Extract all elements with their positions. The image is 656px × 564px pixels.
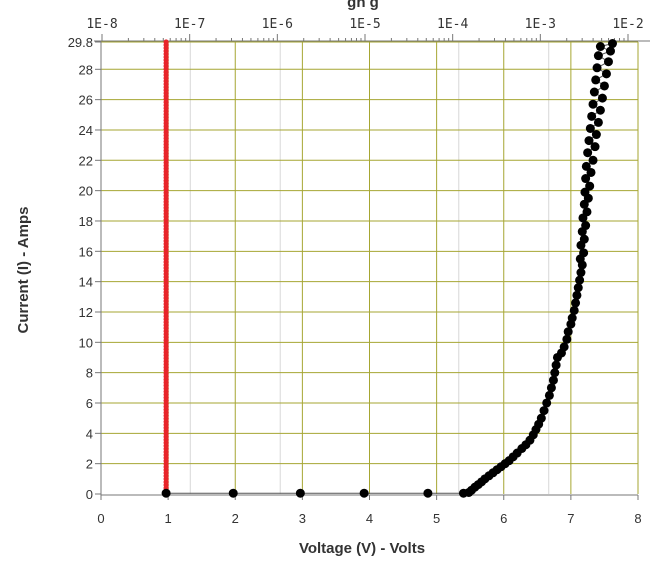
top-tick-label-5: 1E-3 [525, 17, 556, 32]
black-series-point-75 [599, 81, 609, 91]
x-tick-label-6: 6 [500, 511, 507, 526]
x-axis-title: Voltage (V) - Volts [299, 540, 425, 557]
black-series-point-26 [536, 413, 546, 423]
black-series-point-27 [539, 406, 549, 416]
y-tick-label-1: 2 [86, 457, 93, 472]
y-tick-label-13: 26 [79, 93, 93, 108]
black-series-point-38 [563, 327, 573, 337]
black-series-point-60 [581, 174, 591, 184]
black-series-point-29 [544, 390, 554, 400]
black-series-point-40 [567, 313, 577, 323]
black-series-point-43 [572, 290, 582, 300]
black-series-point-32 [550, 368, 560, 378]
black-series-point-36 [559, 342, 569, 352]
black-series-point-63 [588, 155, 598, 165]
y-tick-label-10: 20 [79, 184, 93, 199]
top-axis-title-partial: gh g [347, 0, 379, 11]
black-series-point-79 [603, 57, 613, 67]
y-tick-label-5: 10 [79, 335, 93, 350]
black-series-point-3 [359, 488, 369, 498]
y-tick-label-9: 18 [79, 214, 93, 229]
black-series-point-2 [295, 488, 305, 498]
black-series-point-53 [581, 221, 591, 231]
black-series-point-71 [595, 105, 605, 115]
black-series-point-46 [576, 268, 586, 278]
black-series-point-82 [595, 42, 605, 52]
black-series-point-72 [588, 99, 598, 109]
x-tick-label-2: 2 [232, 511, 239, 526]
black-series-point-33 [551, 360, 561, 370]
black-series-point-81 [605, 46, 615, 56]
top-tick-label-4: 1E-4 [437, 17, 468, 32]
black-series-point-64 [583, 148, 593, 158]
black-series-point-62 [581, 161, 591, 171]
x-tick-label-3: 3 [299, 511, 306, 526]
black-series-point-49 [579, 248, 589, 258]
axes-layer [94, 34, 650, 500]
y-tick-label-2: 4 [86, 426, 93, 441]
top-tick-label-6: 1E-2 [612, 17, 643, 32]
top-tick-label-3: 1E-5 [349, 17, 380, 32]
y-tick-label-8: 16 [79, 244, 93, 259]
black-series-point-73 [597, 93, 607, 103]
y-tick-label-15: 29.8 [68, 35, 93, 50]
y-tick-label-11: 22 [79, 153, 93, 168]
black-series-point-45 [575, 275, 585, 285]
x-tick-label-0: 0 [97, 511, 104, 526]
black-series-point-67 [591, 130, 601, 140]
y-tick-label-7: 14 [79, 275, 93, 290]
y-axis-title: Current (I) - Amps [15, 207, 32, 334]
black-series-point-70 [587, 111, 597, 121]
black-series-point-80 [593, 51, 603, 61]
black-series-point-41 [569, 305, 579, 315]
black-series-point-51 [579, 234, 589, 244]
y-tick-label-3: 6 [86, 396, 93, 411]
black-series-point-4 [423, 488, 433, 498]
y-tick-label-14: 28 [79, 62, 93, 77]
black-series-point-65 [590, 142, 600, 152]
black-series-point-55 [582, 207, 592, 217]
black-series-point-0 [161, 488, 171, 498]
x-tick-label-4: 4 [366, 511, 373, 526]
top-tick-label-2: 1E-6 [262, 17, 293, 32]
black-series-point-44 [573, 283, 583, 293]
series-layer [161, 39, 617, 498]
y-tick-label-12: 24 [79, 123, 93, 138]
black-series-point-69 [593, 117, 603, 127]
black-series-point-78 [592, 63, 602, 73]
x-tick-label-5: 5 [433, 511, 440, 526]
black-series-point-59 [585, 181, 595, 191]
black-series-point-58 [580, 187, 590, 197]
black-series-point-83 [607, 39, 617, 49]
black-series-point-76 [591, 75, 601, 85]
labels-layer: 0 1 2 3 4 5 6 7 8024681012141618202224262829.81E… [68, 17, 644, 526]
black-series-point-30 [546, 383, 556, 393]
x-tick-label-1: 1 [165, 511, 172, 526]
y-tick-label-0: 0 [86, 487, 93, 502]
black-series-point-77 [601, 69, 611, 79]
black-series-point-28 [542, 398, 552, 408]
black-series-point-31 [548, 375, 558, 385]
black-series-point-42 [571, 298, 581, 308]
black-series-point-68 [585, 123, 595, 133]
y-tick-label-4: 8 [86, 366, 93, 381]
black-series-point-1 [228, 488, 238, 498]
top-tick-label-0: 1E-8 [86, 17, 117, 32]
black-series-point-37 [562, 334, 572, 344]
x-tick-label-7: 7 [567, 511, 574, 526]
x-tick-label-8: 8 [634, 511, 641, 526]
black-series-point-66 [584, 136, 594, 146]
red-series-point [163, 39, 169, 45]
black-series-point-61 [586, 167, 596, 177]
y-tick-label-6: 12 [79, 305, 93, 320]
top-tick-label-1: 1E-7 [174, 17, 205, 32]
black-series-point-74 [589, 87, 599, 97]
